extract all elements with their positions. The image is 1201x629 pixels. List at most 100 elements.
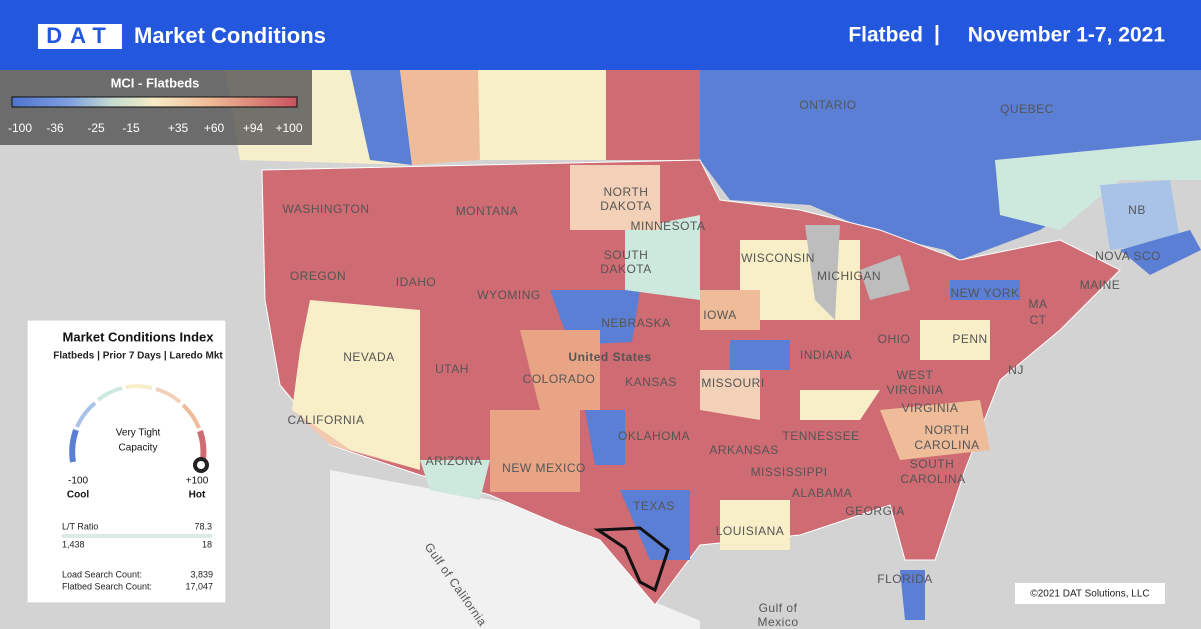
- legend-tick-label: +60: [204, 121, 225, 135]
- region: [700, 290, 760, 330]
- map-label: GEORGIA: [845, 504, 905, 518]
- map-label: NEW YORK: [950, 286, 1019, 300]
- region: [700, 70, 945, 250]
- map-label: NB: [1128, 203, 1146, 217]
- region: [292, 300, 420, 470]
- gauge-status: Very Tight: [116, 428, 161, 439]
- region: [420, 460, 490, 500]
- laredo-market-outline: [593, 526, 670, 593]
- region: [700, 370, 760, 420]
- flatbed-search-value: 17,047: [185, 581, 213, 591]
- region: [350, 70, 412, 165]
- map-label: DAKOTA: [600, 262, 651, 276]
- map-label: ARKANSAS: [709, 443, 778, 457]
- info-card: [26, 319, 227, 604]
- map-label: COLORADO: [523, 372, 596, 386]
- region: [490, 410, 580, 492]
- map-label: OREGON: [290, 269, 346, 283]
- map-label: KANSAS: [625, 375, 677, 389]
- map-label: UTAH: [435, 362, 469, 376]
- lt-ratio-label: L/T Ratio: [62, 521, 98, 531]
- map-label: NEVADA: [343, 350, 394, 364]
- gauge-status: Capacity: [119, 443, 158, 454]
- legend-ticks: -100 -36 -25 -15 +35 +60 +94 +100: [8, 121, 303, 135]
- region: [900, 570, 925, 620]
- map-label: TEXAS: [633, 499, 675, 513]
- map-label: NOVA SCO: [1095, 249, 1161, 263]
- map-label: OKLAHOMA: [618, 429, 690, 443]
- map-label: MA: [1029, 297, 1048, 311]
- logo: DAT: [46, 23, 114, 48]
- map-label: NORTH: [604, 185, 649, 199]
- gauge-knob: [193, 457, 209, 473]
- legend-tick-label: +94: [243, 121, 264, 135]
- map-label: ARIZONA: [426, 454, 483, 468]
- gauge-max: +100: [186, 476, 209, 487]
- map-label: WISCONSIN: [741, 251, 815, 265]
- legend-tick-label: +100: [275, 121, 302, 135]
- region: [400, 70, 480, 165]
- map-label: ONTARIO: [799, 98, 856, 112]
- gauge-min-label: Cool: [67, 490, 89, 501]
- region: [1120, 230, 1201, 275]
- legend-tick-label: -15: [122, 121, 140, 135]
- map-label: VIRGINIA: [902, 401, 959, 415]
- header-bar: [0, 0, 1201, 70]
- map-label: CAROLINA: [900, 472, 965, 486]
- legend-tick-label: +35: [168, 121, 189, 135]
- legend-tick-label: -100: [8, 121, 32, 135]
- region: [478, 70, 606, 160]
- loads: 1,438: [62, 539, 85, 549]
- region: [920, 320, 990, 360]
- separator: |: [934, 23, 940, 46]
- gauge-segment: [125, 384, 153, 390]
- region: [720, 500, 790, 550]
- region: [625, 215, 700, 300]
- region: [950, 280, 1020, 300]
- map-label: SOUTH: [910, 457, 955, 471]
- map-label: MONTANA: [456, 204, 519, 218]
- region: [1100, 180, 1180, 250]
- map-label: MISSISSIPPI: [751, 465, 828, 479]
- map-label: MICHIGAN: [817, 269, 881, 283]
- map-label: IOWA: [703, 308, 737, 322]
- map-label: CT: [1030, 313, 1047, 327]
- gauge-segment: [181, 403, 201, 429]
- region: [620, 490, 690, 560]
- gauge-segment: [69, 428, 79, 463]
- header-title: Market Conditions: [134, 23, 326, 48]
- region: [800, 390, 880, 420]
- lt-ratio-value: 78.3: [194, 521, 212, 531]
- gulf: [700, 560, 900, 629]
- gauge-segment: [197, 430, 207, 461]
- map-label: WEST: [897, 368, 934, 382]
- map-label: DAKOTA: [600, 199, 651, 213]
- map-label: NJ: [1008, 363, 1024, 377]
- region: [570, 165, 660, 230]
- map-label: VIRGINIA: [887, 383, 944, 397]
- map-label: TENNESSEE: [782, 429, 859, 443]
- map-label: IDAHO: [396, 275, 437, 289]
- united-states: [261, 159, 1121, 606]
- map-label: WASHINGTON: [282, 202, 369, 216]
- gauge-segment: [75, 401, 97, 428]
- lake: [805, 225, 840, 320]
- map-label: NEBRASKA: [601, 316, 670, 330]
- map-label: Mexico: [757, 615, 798, 629]
- mexico: [330, 470, 720, 629]
- map-label: LOUISIANA: [716, 524, 785, 538]
- card-subtitle: Flatbeds | Prior 7 Days | Laredo Mkt: [53, 351, 223, 362]
- map-label: CALIFORNIA: [287, 413, 364, 427]
- region: [585, 410, 625, 465]
- map-label: Gulf of: [759, 601, 798, 615]
- region: [995, 140, 1201, 230]
- logo-box: [38, 24, 122, 49]
- flatbed-search-label: Flatbed Search Count:: [62, 581, 152, 591]
- lt-ratio-bar: [62, 534, 212, 538]
- legend-scale: [11, 96, 298, 108]
- gauge-max-label: Hot: [189, 490, 206, 501]
- gauge-min: -100: [68, 476, 88, 487]
- map-label: SOUTH: [604, 248, 649, 262]
- card-title: Market Conditions Index: [63, 329, 215, 344]
